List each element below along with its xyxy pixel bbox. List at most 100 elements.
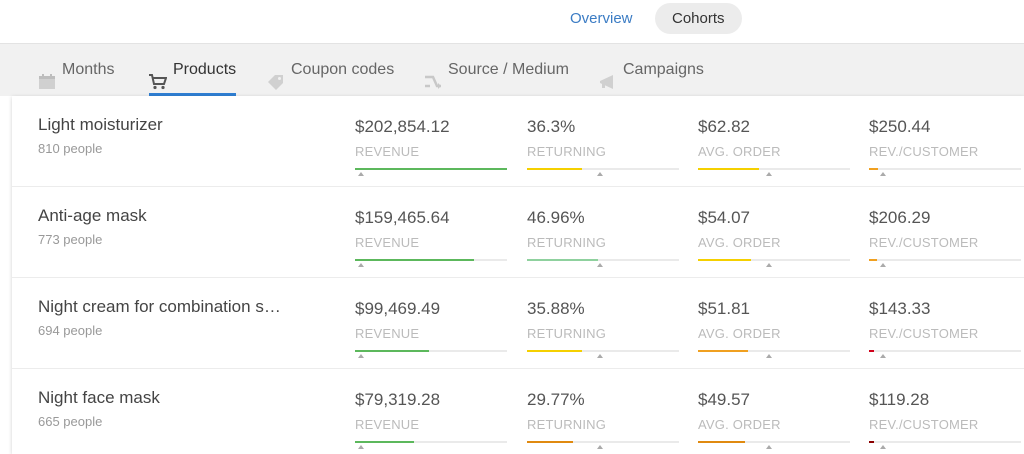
- metric-avg-order: $62.82 AVG. ORDER: [698, 117, 850, 177]
- metric-label: RETURNING: [527, 326, 607, 341]
- metric-value: 36.3%: [527, 117, 576, 136]
- metric-label: REV./CUSTOMER: [869, 144, 979, 159]
- metric-label: AVG. ORDER: [698, 235, 781, 250]
- tab-products[interactable]: Products: [149, 44, 237, 96]
- metric-value: $62.82: [698, 117, 750, 136]
- metric-label: REV./CUSTOMER: [869, 235, 979, 250]
- average-marker-icon: [879, 354, 886, 358]
- metric-bar-track: [698, 441, 850, 443]
- table-row[interactable]: Light moisturizer 810 people $202,854.12…: [12, 96, 1024, 187]
- metric-bar-track: [355, 259, 507, 261]
- tab-cohorts[interactable]: Cohorts: [655, 3, 742, 34]
- table-row[interactable]: Night face mask 665 people $79,319.28 REV…: [12, 369, 1024, 454]
- metric-label: REVENUE: [355, 144, 420, 159]
- metric-bar-fill: [527, 350, 582, 352]
- people-count: 694 people: [38, 323, 103, 338]
- metric-value: $49.57: [698, 390, 750, 409]
- average-marker-icon: [358, 263, 365, 267]
- metric-value: $54.07: [698, 208, 750, 227]
- metric-value: 46.96%: [527, 208, 585, 227]
- metric-label: REV./CUSTOMER: [869, 326, 979, 341]
- metric-label: RETURNING: [527, 144, 607, 159]
- metric-bar-fill: [869, 259, 877, 261]
- metric-bar-track: [869, 168, 1021, 170]
- products-table-card: [12, 96, 1024, 454]
- metric-rev-customer: $143.33 REV./CUSTOMER: [869, 299, 1021, 359]
- average-marker-icon: [596, 263, 603, 267]
- metric-bar-fill: [698, 168, 759, 170]
- average-marker-icon: [596, 445, 603, 449]
- metric-bar-track: [869, 259, 1021, 261]
- tab-months[interactable]: Months: [38, 44, 114, 96]
- tab-source-medium[interactable]: Source / Medium: [424, 44, 569, 96]
- metric-bar-track: [869, 350, 1021, 352]
- tab-coupon-codes[interactable]: Coupon codes: [267, 44, 394, 96]
- metric-bar-fill: [527, 259, 599, 261]
- metric-bar-fill: [869, 168, 879, 170]
- metric-bar-fill: [869, 350, 874, 352]
- tab-source-medium-label: Source / Medium: [448, 61, 569, 78]
- tab-overview[interactable]: Overview: [570, 10, 633, 27]
- metric-bar-track: [869, 441, 1021, 443]
- metric-bar-fill: [355, 350, 430, 352]
- metric-rev-customer: $206.29 REV./CUSTOMER: [869, 208, 1021, 268]
- cart-icon: [149, 60, 168, 89]
- average-marker-icon: [766, 354, 773, 358]
- metric-value: 35.88%: [527, 299, 585, 318]
- metric-bar-track: [698, 350, 850, 352]
- metric-bar-fill: [527, 168, 582, 170]
- people-count: 810 people: [38, 141, 103, 156]
- metric-value: 29.77%: [527, 390, 585, 409]
- metric-bar-fill: [698, 441, 746, 443]
- metric-returning: 36.3% RETURNING: [527, 117, 679, 177]
- average-marker-icon: [879, 445, 886, 449]
- metric-bar-track: [527, 168, 679, 170]
- metric-bar-fill: [698, 350, 749, 352]
- average-marker-icon: [766, 445, 773, 449]
- tab-coupon-codes-label: Coupon codes: [291, 61, 395, 78]
- metric-value: $51.81: [698, 299, 750, 318]
- metric-avg-order: $54.07 AVG. ORDER: [698, 208, 850, 268]
- metric-returning: 35.88% RETURNING: [527, 299, 679, 359]
- product-name: Night cream for combination s…: [38, 297, 281, 316]
- metric-bar-fill: [527, 441, 573, 443]
- table-row[interactable]: Night cream for combination s… 694 peopl…: [12, 278, 1024, 369]
- metric-label: REVENUE: [355, 417, 420, 432]
- megaphone-icon: [599, 60, 617, 89]
- metric-revenue: $202,854.12 REVENUE: [355, 117, 507, 177]
- metric-label: RETURNING: [527, 235, 607, 250]
- metric-label: AVG. ORDER: [698, 417, 781, 432]
- source-arrows-icon: [424, 60, 442, 89]
- metric-bar-fill: [355, 441, 415, 443]
- tab-months-label: Months: [62, 61, 115, 78]
- metric-rev-customer: $250.44 REV./CUSTOMER: [869, 117, 1021, 177]
- tab-campaigns-label: Campaigns: [623, 61, 704, 78]
- calendar-icon: [38, 60, 56, 89]
- tag-icon: [267, 60, 285, 90]
- tab-campaigns[interactable]: Campaigns: [599, 44, 704, 96]
- metric-bar-track: [355, 350, 507, 352]
- table-row[interactable]: Anti-age mask 773 people $159,465.64 REVE…: [12, 187, 1024, 278]
- metric-bar-track: [355, 168, 507, 170]
- metric-revenue: $99,469.49 REVENUE: [355, 299, 507, 359]
- people-count: 773 people: [38, 232, 103, 247]
- average-marker-icon: [358, 354, 365, 358]
- group-by-tabs: Months Products Coupon codes Source / Me…: [0, 44, 1024, 96]
- metric-bar-fill: [698, 259, 752, 261]
- average-marker-icon: [358, 172, 365, 176]
- metric-bar-track: [527, 259, 679, 261]
- metric-label: REVENUE: [355, 326, 420, 341]
- average-marker-icon: [766, 263, 773, 267]
- metric-bar-fill: [355, 259, 474, 261]
- product-name: Anti-age mask: [38, 206, 147, 225]
- product-name: Light moisturizer: [38, 115, 163, 134]
- metric-returning: 46.96% RETURNING: [527, 208, 679, 268]
- metric-bar-fill: [355, 168, 507, 170]
- metric-returning: 29.77% RETURNING: [527, 390, 679, 450]
- tab-products-label: Products: [173, 61, 237, 78]
- metric-label: REVENUE: [355, 235, 420, 250]
- metric-rev-customer: $119.28 REV./CUSTOMER: [869, 390, 1021, 450]
- average-marker-icon: [596, 172, 603, 176]
- metric-value: $143.33: [869, 299, 931, 318]
- average-marker-icon: [879, 172, 886, 176]
